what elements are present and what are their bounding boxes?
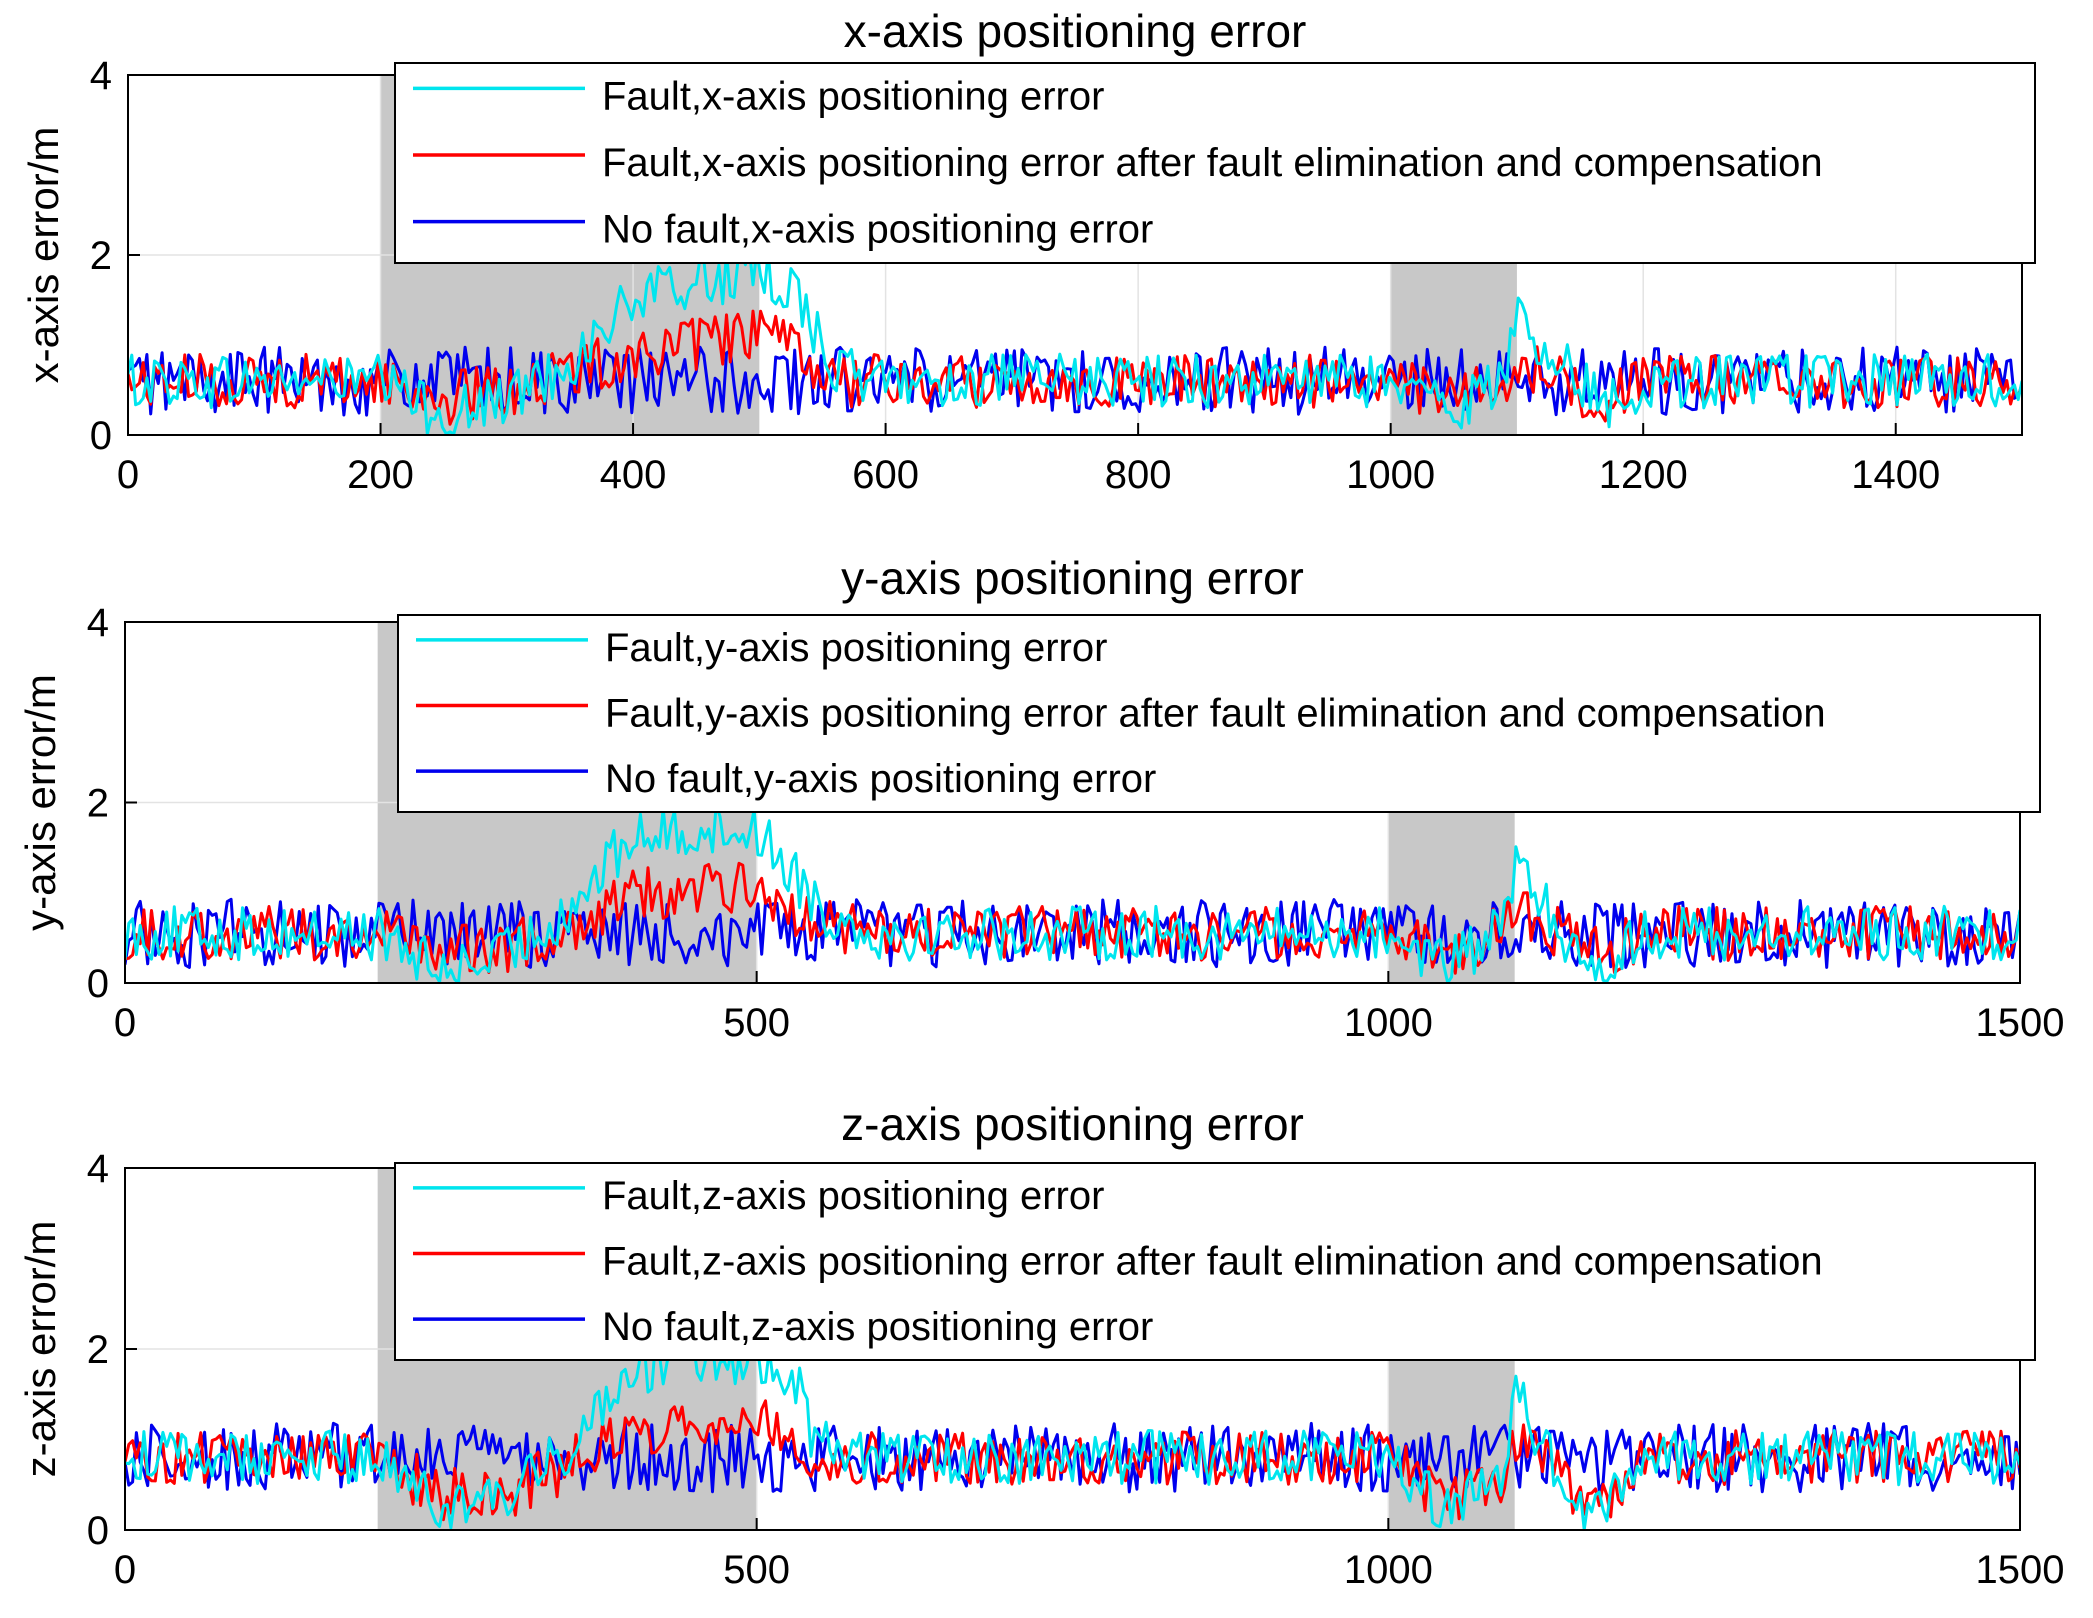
- series-line-2: [128, 309, 2022, 426]
- x-tick-label: 500: [723, 1548, 790, 1592]
- x-tick-label: 0: [114, 1001, 136, 1045]
- x-tick-label: 600: [852, 453, 919, 497]
- legend-label-1: Fault,y-axis positioning error: [605, 626, 1107, 670]
- x-tick-label: 1000: [1346, 453, 1435, 497]
- legend-label-3: No fault,z-axis positioning error: [602, 1305, 1153, 1349]
- legend-box: [397, 614, 2041, 813]
- legend-label-1: Fault,x-axis positioning error: [602, 74, 1104, 118]
- series-line-1: [125, 1335, 2020, 1530]
- x-tick-label: 1000: [1344, 1001, 1433, 1045]
- chart-panel-3: 0 500 1000 1500 0 2 4 z-axis positioning error z…: [17, 1098, 2064, 1592]
- legend-box: [394, 62, 2036, 264]
- y-tick-label: 4: [87, 1147, 109, 1191]
- x-tick-label: 1000: [1344, 1548, 1433, 1592]
- chart-title: x-axis positioning error: [844, 5, 1307, 57]
- series-line-1: [128, 246, 2022, 435]
- x-tick-label: 1200: [1599, 453, 1688, 497]
- chart-title: y-axis positioning error: [841, 552, 1304, 604]
- y-axis-label: x-axis error/m: [20, 127, 67, 384]
- legend: Fault,x-axis positioning error Fault,x-ax…: [394, 62, 2036, 264]
- y-tick-label: 0: [87, 962, 109, 1006]
- x-tick-label: 1500: [1976, 1001, 2065, 1045]
- x-tick-label: 0: [114, 1548, 136, 1592]
- x-tick-label: 1400: [1851, 453, 1940, 497]
- y-tick-label: 0: [87, 1509, 109, 1553]
- series-group: [125, 803, 2020, 983]
- x-tick-label: 400: [600, 453, 667, 497]
- y-axis-label: y-axis error/m: [17, 674, 64, 931]
- y-axis-label: z-axis error/m: [17, 1221, 64, 1478]
- series-group: [125, 1335, 2020, 1530]
- series-line-2: [125, 1399, 2020, 1522]
- series-line-1: [125, 803, 2020, 983]
- y-tick-label: 2: [87, 782, 109, 826]
- y-tick-label: 4: [87, 601, 109, 645]
- legend-label-2: Fault,z-axis positioning error after fau…: [602, 1240, 1823, 1284]
- legend: Fault,y-axis positioning error Fault,y-ax…: [397, 614, 2041, 813]
- series-line-3: [125, 897, 2020, 969]
- y-tick-label: 4: [90, 54, 112, 98]
- legend-label-1: Fault,z-axis positioning error: [602, 1174, 1104, 1218]
- legend-label-2: Fault,y-axis positioning error after fau…: [605, 692, 1826, 736]
- chart-title: z-axis positioning error: [841, 1098, 1304, 1150]
- legend-box: [394, 1162, 2036, 1361]
- y-tick-label: 2: [87, 1328, 109, 1372]
- x-tick-label: 0: [117, 453, 139, 497]
- y-tick-label: 2: [90, 234, 112, 278]
- y-tick-label: 0: [90, 414, 112, 458]
- legend-label-2: Fault,x-axis positioning error after fau…: [602, 141, 1823, 185]
- chart-panel-1: 0 200 400 600 800 1000 1200 1400 0 2 4 x-axis posit…: [20, 5, 2036, 497]
- x-tick-label: 1500: [1976, 1548, 2065, 1592]
- legend: Fault,z-axis positioning error Fault,z-ax…: [394, 1162, 2036, 1361]
- series-group: [128, 246, 2022, 435]
- chart-panel-2: 0 500 1000 1500 0 2 4 y-axis positioning error y…: [17, 552, 2064, 1045]
- x-tick-label: 200: [347, 453, 414, 497]
- legend-label-3: No fault,y-axis positioning error: [605, 757, 1156, 801]
- x-tick-label: 800: [1105, 453, 1172, 497]
- legend-label-3: No fault,x-axis positioning error: [602, 208, 1153, 252]
- x-tick-label: 500: [723, 1001, 790, 1045]
